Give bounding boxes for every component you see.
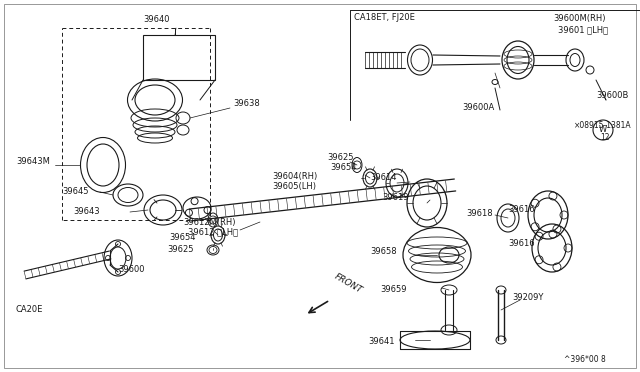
Text: 39616: 39616 bbox=[508, 238, 534, 247]
Text: 39600A: 39600A bbox=[462, 103, 494, 112]
Text: 39625: 39625 bbox=[327, 153, 353, 161]
Text: 39654: 39654 bbox=[330, 164, 356, 173]
Text: ×08915-1381A: ×08915-1381A bbox=[574, 121, 632, 129]
Text: W: W bbox=[599, 125, 607, 135]
Text: 39658: 39658 bbox=[370, 247, 397, 257]
Text: 39618: 39618 bbox=[466, 209, 493, 218]
Text: 39616: 39616 bbox=[508, 205, 534, 215]
Text: 39604(RH): 39604(RH) bbox=[272, 171, 317, 180]
Text: 39612M(RH): 39612M(RH) bbox=[183, 218, 236, 227]
Text: 39600B: 39600B bbox=[596, 90, 628, 99]
Text: 39654: 39654 bbox=[169, 234, 195, 243]
Text: 39601 〈LH〉: 39601 〈LH〉 bbox=[558, 26, 608, 35]
Text: 39605(LH): 39605(LH) bbox=[272, 183, 316, 192]
Text: 39614: 39614 bbox=[370, 173, 397, 183]
Text: 39209Y: 39209Y bbox=[512, 294, 543, 302]
Text: 39600M(RH): 39600M(RH) bbox=[553, 13, 605, 22]
Text: 39643M: 39643M bbox=[16, 157, 50, 167]
Text: 39645: 39645 bbox=[62, 187, 88, 196]
Text: 39638: 39638 bbox=[233, 99, 260, 108]
Text: ^396*00 8: ^396*00 8 bbox=[564, 356, 605, 365]
Text: 12: 12 bbox=[600, 134, 609, 142]
Text: CA18ET, FJ20E: CA18ET, FJ20E bbox=[354, 13, 415, 22]
Text: 39619: 39619 bbox=[382, 192, 408, 202]
Text: 39625: 39625 bbox=[167, 246, 193, 254]
Text: CA20E: CA20E bbox=[16, 305, 44, 314]
Text: 39600: 39600 bbox=[118, 266, 145, 275]
Text: 39643: 39643 bbox=[73, 208, 100, 217]
Text: 39641: 39641 bbox=[368, 337, 394, 346]
Text: 39640: 39640 bbox=[144, 16, 170, 25]
Text: 39612 〈LH〉: 39612 〈LH〉 bbox=[188, 228, 238, 237]
Text: 39659: 39659 bbox=[380, 285, 406, 295]
Text: FRONT: FRONT bbox=[333, 272, 364, 295]
